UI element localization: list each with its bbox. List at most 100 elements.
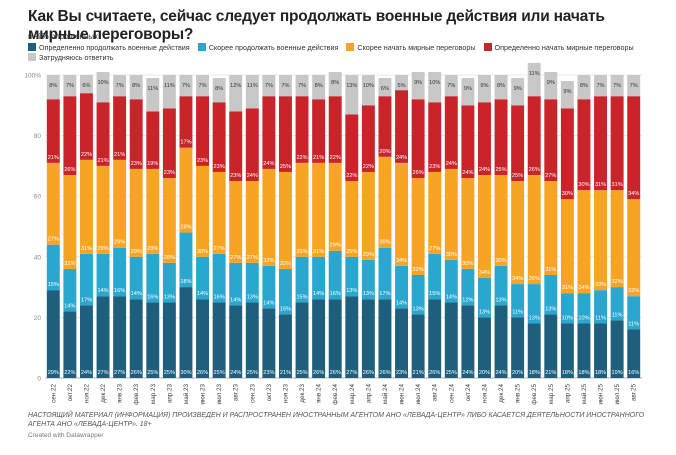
- data-label: 30%: [462, 261, 473, 267]
- bar-segment: [212, 78, 226, 103]
- bar-segment: [162, 178, 176, 263]
- data-label: 29%: [114, 240, 125, 246]
- bar-segment: [262, 168, 276, 266]
- data-label: 22%: [64, 370, 75, 376]
- data-label: 21%: [97, 158, 108, 164]
- data-label: 26%: [363, 370, 374, 376]
- bar-segment: [278, 314, 292, 378]
- data-label: 13%: [545, 306, 556, 312]
- data-label: 24%: [263, 161, 274, 167]
- data-label: 24%: [462, 170, 473, 176]
- bar-segment: [361, 259, 375, 300]
- bar-segment: [494, 99, 508, 175]
- bar-segment: [179, 287, 193, 378]
- data-label: 12%: [462, 297, 473, 303]
- x-tick-label: авг.24: [432, 384, 439, 402]
- bar-segment: [79, 159, 93, 254]
- data-label: 16%: [114, 288, 125, 294]
- data-label: 8%: [331, 80, 339, 86]
- bar-segment: [395, 308, 409, 378]
- data-label: 28%: [180, 225, 191, 231]
- data-label: 18%: [578, 370, 589, 376]
- data-label: 9%: [480, 83, 488, 89]
- x-tick-label: апр.24: [365, 384, 372, 404]
- data-label: 29%: [363, 252, 374, 258]
- data-label: 13%: [529, 315, 540, 321]
- data-label: 20%: [379, 149, 390, 155]
- data-label: 25%: [346, 249, 357, 255]
- bar-segment: [627, 296, 641, 330]
- bar-segment: [544, 274, 558, 315]
- bar-segment: [527, 174, 541, 285]
- bar-segment: [245, 75, 259, 109]
- data-label: 14%: [313, 291, 324, 297]
- x-tick-label: ноя.22: [83, 384, 90, 404]
- bar-segment: [278, 268, 292, 315]
- data-label: 25%: [512, 173, 523, 179]
- data-label: 13%: [479, 309, 490, 315]
- data-label: 10%: [562, 315, 573, 321]
- data-label: 8%: [497, 83, 505, 89]
- bar-segment: [544, 314, 558, 378]
- x-tick-label: сен.23: [249, 384, 256, 403]
- bar-segment: [477, 75, 491, 103]
- bar-segment: [610, 287, 624, 321]
- data-label: 7%: [198, 83, 206, 89]
- bar-segment: [477, 174, 491, 279]
- data-label: 26%: [379, 370, 390, 376]
- bar-segment: [245, 108, 259, 182]
- data-label: 15%: [429, 291, 440, 297]
- data-label: 30%: [578, 182, 589, 188]
- x-tick-label: дек.22: [100, 384, 107, 403]
- data-label: 34%: [578, 285, 589, 291]
- data-label: 29%: [330, 243, 341, 249]
- bar-segment: [494, 305, 508, 378]
- data-label: 18%: [562, 370, 573, 376]
- data-label: 20%: [479, 370, 490, 376]
- data-label: 8%: [315, 83, 323, 89]
- bar-segment: [113, 75, 127, 97]
- y-tick-label: 80: [34, 133, 42, 140]
- legend-item: Скорее начать мирные переговоры: [346, 43, 476, 53]
- data-label: 22%: [296, 155, 307, 161]
- data-label: 16%: [628, 370, 639, 376]
- data-label: 9%: [514, 86, 522, 92]
- data-label: 15%: [280, 306, 291, 312]
- data-label: 25%: [296, 370, 307, 376]
- bar-segment: [328, 299, 342, 378]
- data-label: 18%: [595, 370, 606, 376]
- x-tick-label: апр.25: [564, 384, 571, 404]
- data-label: 13%: [363, 291, 374, 297]
- legend-label: Определенно начать мирные переговоры: [494, 43, 634, 52]
- bar-segment: [245, 262, 259, 303]
- bar-segment: [627, 199, 641, 297]
- x-tick-label: янв.24: [316, 384, 323, 403]
- bar-segment: [113, 96, 127, 160]
- bar-segment: [312, 256, 326, 300]
- legend-label: Затрудняюсь ответить: [39, 52, 114, 62]
- bar-segment: [378, 156, 392, 248]
- data-label: 9%: [563, 89, 571, 95]
- data-label: 27%: [48, 237, 59, 243]
- data-label: 26%: [131, 370, 142, 376]
- bar-segment: [577, 190, 591, 294]
- data-label: 32%: [628, 288, 639, 294]
- data-label: 23%: [164, 170, 175, 176]
- bar-segment: [46, 244, 60, 291]
- data-label: 7%: [630, 83, 638, 89]
- legend: Определенно продолжать военные действия С…: [28, 43, 648, 62]
- bar-segment: [378, 78, 392, 97]
- x-tick-label: янв.23: [117, 384, 124, 403]
- bar-segment: [113, 159, 127, 248]
- bar-segment: [179, 232, 193, 288]
- data-label: 13%: [164, 294, 175, 300]
- data-label: 11%: [147, 86, 158, 92]
- data-label: 15%: [48, 282, 59, 288]
- data-label: 27%: [230, 255, 241, 261]
- bar-segment: [129, 99, 143, 169]
- data-label: 30%: [446, 252, 457, 258]
- legend-label: Определенно продолжать военные действия: [39, 43, 190, 52]
- bar-segment: [212, 171, 226, 254]
- x-tick-label: июл.23: [216, 384, 223, 405]
